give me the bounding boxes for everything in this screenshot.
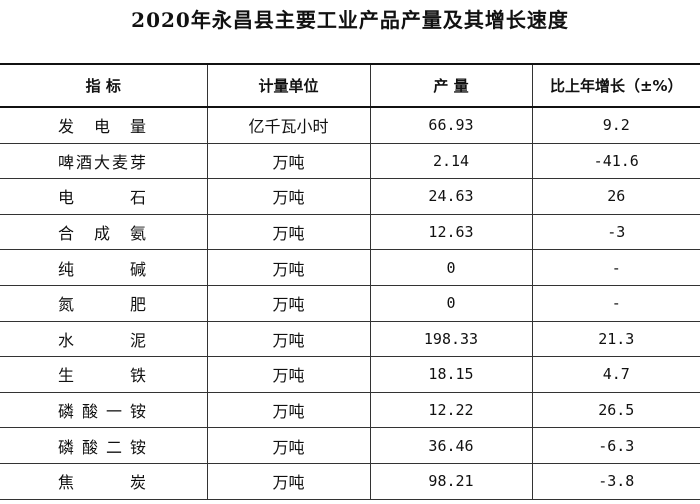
item-name: 电 石 (58, 188, 146, 208)
table: 指 标计量单位产 量比上年增长（±%） 发 电 量亿千瓦小时 66.93 9.2 啤酒… (0, 63, 700, 500)
table-cell: 万吨 (207, 249, 371, 286)
table-cell: 18.15 (370, 356, 533, 393)
table-cell: 万吨 (207, 143, 371, 180)
column-header: 计量单位 (207, 63, 371, 108)
table-cell: 生 铁 (0, 356, 208, 393)
item-name: 纯 碱 (58, 259, 146, 279)
table-row: 生 铁 万吨 18.15 4.7 (0, 356, 700, 393)
table-cell: 电 石 (0, 178, 208, 215)
column-header: 指 标 (0, 63, 208, 108)
table-row: 电 石 万吨 24.63 26 (0, 178, 700, 215)
column-header: 比上年增长（±%） (532, 63, 700, 108)
table-cell: 磷酸二铵 (0, 427, 208, 464)
table-cell: -3 (532, 214, 700, 251)
table-cell: 万吨 (207, 356, 371, 393)
table-row: 纯 碱 万吨 0- (0, 249, 700, 286)
item-name: 氮 肥 (58, 295, 146, 315)
table-cell: 万吨 (207, 427, 371, 464)
table-row: 焦 炭 万吨 98.21 -3.8 (0, 463, 700, 500)
table-cell: 21.3 (532, 321, 700, 358)
table-body: 发 电 量亿千瓦小时 66.93 9.2 啤酒大麦芽 万吨 2.14 -41.6 电 石万吨 2… (0, 107, 700, 500)
table-cell: 26.5 (532, 392, 700, 429)
title: 2020年永昌县主要工业产品产量及其增长速度 (131, 8, 569, 32)
header-row: 指 标计量单位产 量比上年增长（±%） (0, 63, 700, 108)
table-row: 磷酸一铵 万吨 12.22 26.5 (0, 392, 700, 429)
table-row: 啤酒大麦芽 万吨 2.14 -41.6 (0, 143, 700, 180)
table-cell: 发 电 量 (0, 107, 208, 144)
table-cell: 198.33 (370, 321, 533, 358)
table-cell: 2.14 (370, 143, 533, 180)
table-cell: - (532, 285, 700, 322)
table-cell: 氮 肥 (0, 285, 208, 322)
item-name: 水 泥 (58, 330, 146, 350)
item-name: 磷酸一铵 (58, 402, 146, 422)
item-name: 焦 炭 (58, 473, 146, 493)
table-cell: 亿千瓦小时 (207, 107, 371, 144)
table-cell: -6.3 (532, 427, 700, 464)
table-cell: 12.22 (370, 392, 533, 429)
column-header: 产 量 (370, 63, 533, 108)
table-row: 水 泥 万吨 198.33 21.3 (0, 321, 700, 358)
table-row: 合 成 氨 万吨 12.63 -3 (0, 214, 700, 251)
table-cell: 9.2 (532, 107, 700, 144)
table-cell: 焦 炭 (0, 463, 208, 500)
item-name: 合 成 氨 (58, 224, 146, 244)
table-cell: 万吨 (207, 178, 371, 215)
table-cell: 磷酸一铵 (0, 392, 208, 429)
table-cell: 24.63 (370, 178, 533, 215)
table-row: 氮 肥 万吨 0- (0, 285, 700, 322)
table-cell: 纯 碱 (0, 249, 208, 286)
table-row: 发 电 量 亿千瓦小时 66.93 9.2 (0, 107, 700, 144)
table-cell: 万吨 (207, 463, 371, 500)
item-name: 磷酸二铵 (58, 437, 146, 457)
table-cell: -3.8 (532, 463, 700, 500)
table-cell: 万吨 (207, 321, 371, 358)
table-cell: 26 (532, 178, 700, 215)
table-cell: 12.63 (370, 214, 533, 251)
table-cell: 98.21 (370, 463, 533, 500)
table-cell: 合 成 氨 (0, 214, 208, 251)
table-cell: 水 泥 (0, 321, 208, 358)
item-name: 啤酒大麦芽 (58, 152, 146, 172)
table-cell: 4.7 (532, 356, 700, 393)
table-cell: 0 (370, 285, 533, 322)
table-cell: 万吨 (207, 285, 371, 322)
item-name: 发 电 量 (58, 117, 146, 137)
table-cell: 啤酒大麦芽 (0, 143, 208, 180)
table-row: 磷酸二铵 万吨 36.46 -6.3 (0, 427, 700, 464)
table-cell: 0 (370, 249, 533, 286)
table-cell: 66.93 (370, 107, 533, 144)
item-name: 生 铁 (58, 366, 146, 386)
table-cell: - (532, 249, 700, 286)
table-cell: 万吨 (207, 392, 371, 429)
table-cell: 36.46 (370, 427, 533, 464)
table-cell: 万吨 (207, 214, 371, 251)
table-cell: -41.6 (532, 143, 700, 180)
